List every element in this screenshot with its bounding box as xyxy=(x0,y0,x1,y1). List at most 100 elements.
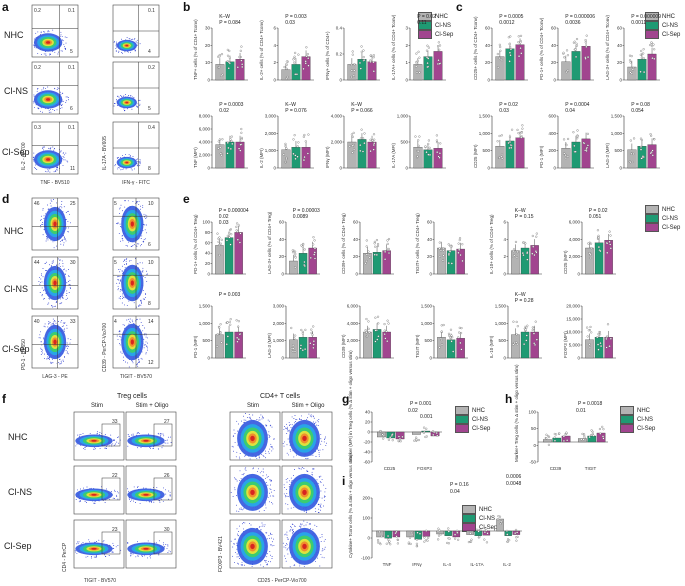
data-point xyxy=(310,328,313,331)
data-point xyxy=(630,152,633,155)
flow-event xyxy=(105,448,107,449)
flow-event xyxy=(158,554,160,556)
flow-plot xyxy=(112,4,160,58)
flow-event xyxy=(60,302,62,304)
legend-item-nhc: NHC xyxy=(418,12,453,21)
data-point xyxy=(589,325,592,328)
flow-event xyxy=(138,305,140,307)
data-point xyxy=(303,248,306,251)
flow-event xyxy=(293,475,294,477)
data-point xyxy=(235,225,238,228)
flow-event xyxy=(142,289,144,291)
flow-event xyxy=(69,279,71,281)
data-point xyxy=(458,248,461,251)
flow-event xyxy=(116,105,118,107)
flow-event xyxy=(60,298,61,300)
data-point xyxy=(519,47,522,50)
flow-event xyxy=(129,155,131,157)
flow-event xyxy=(285,547,287,549)
flow-event xyxy=(265,424,267,426)
flow-event xyxy=(271,537,272,539)
data-point xyxy=(441,259,444,262)
flow-event xyxy=(163,544,165,546)
data-point xyxy=(294,334,297,337)
flow-event xyxy=(324,491,326,493)
flow-event xyxy=(84,448,86,450)
flow-event xyxy=(40,110,42,112)
bar xyxy=(504,530,512,536)
flow-event xyxy=(136,161,138,163)
flow-event xyxy=(292,528,294,530)
flow-event xyxy=(293,422,295,424)
flow-event xyxy=(139,161,140,163)
data-point xyxy=(303,156,306,159)
flow-event xyxy=(264,559,265,561)
flow-event xyxy=(139,318,141,320)
flow-event xyxy=(136,432,138,434)
flow-event xyxy=(42,149,44,151)
y-tick-label: 2,000 xyxy=(331,140,343,145)
quad-value: 33 xyxy=(70,319,76,325)
flow-event xyxy=(121,265,123,267)
flow-event xyxy=(53,306,55,307)
data-point xyxy=(484,527,487,530)
h-stat: 0.01 xyxy=(576,408,586,414)
quad-value: 6 xyxy=(70,106,73,112)
flow-event xyxy=(270,533,271,535)
flow-event xyxy=(46,261,48,263)
data-point xyxy=(364,329,367,332)
stat-label: 0.03 xyxy=(285,20,295,26)
data-point xyxy=(361,150,365,153)
flow-event xyxy=(62,165,64,167)
flow-event xyxy=(90,556,92,558)
y-axis-label: Cytokine+ Tconv cells (% Δ stim + oligo … xyxy=(348,454,353,558)
flow-event xyxy=(51,263,53,265)
quad-value: 0.1 xyxy=(68,8,75,14)
data-point xyxy=(303,263,306,267)
data-point xyxy=(239,49,242,52)
flow-event xyxy=(104,434,106,436)
bar xyxy=(604,240,613,275)
flow-event xyxy=(268,437,270,439)
data-point xyxy=(304,62,307,65)
data-point xyxy=(510,146,513,149)
data-point xyxy=(368,256,371,259)
data-point xyxy=(606,251,609,254)
flow-event xyxy=(44,87,46,89)
flow-event xyxy=(43,338,45,340)
flow-event xyxy=(298,525,300,527)
flow-event xyxy=(321,497,323,499)
flow-event xyxy=(152,448,154,449)
data-point xyxy=(367,250,370,253)
data-point xyxy=(423,540,426,543)
flow-event xyxy=(83,447,84,449)
data-point xyxy=(217,240,220,243)
data-point xyxy=(285,67,288,70)
data-point xyxy=(387,438,390,441)
flow-event xyxy=(122,270,124,272)
y-tick-label: 0 xyxy=(339,78,342,83)
gate-value: 26 xyxy=(164,473,170,479)
data-point xyxy=(508,135,512,138)
panel-b-top-plot xyxy=(210,27,248,81)
flow-event xyxy=(320,541,322,543)
flow-event xyxy=(233,429,235,431)
data-point xyxy=(501,157,504,160)
y-tick-label: 20 xyxy=(365,420,371,425)
density-contour xyxy=(91,439,97,442)
flow-event xyxy=(117,491,119,493)
f-stim-1: Stim xyxy=(91,403,103,409)
panel-e-bottom-plot xyxy=(432,305,468,359)
flow-event xyxy=(272,448,274,450)
flow-event xyxy=(51,323,53,325)
flow-event xyxy=(50,199,52,201)
data-point xyxy=(575,44,578,47)
flow-event xyxy=(149,557,151,559)
flow-event xyxy=(285,560,287,562)
data-point xyxy=(588,346,591,349)
data-point xyxy=(599,333,602,336)
flow-event xyxy=(126,319,128,321)
data-point xyxy=(652,43,655,46)
data-point xyxy=(509,48,513,51)
bar xyxy=(637,59,647,81)
